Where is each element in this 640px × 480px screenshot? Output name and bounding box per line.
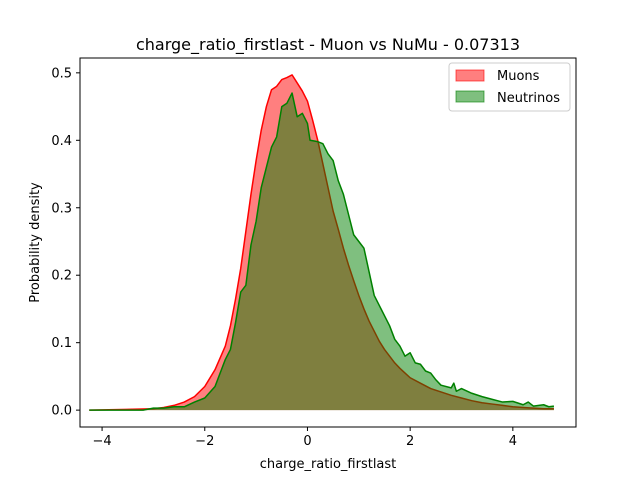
neutrinos-area: [89, 93, 554, 411]
x-tick-label: −2: [195, 434, 214, 449]
plot-frame: [79, 57, 577, 428]
y-tick-label: 0.5: [51, 66, 72, 81]
y-tick-label: 0.1: [51, 336, 72, 351]
x-tick-label: 0: [303, 434, 311, 449]
legend: Muons Neutrinos: [448, 62, 571, 112]
series-layer: [89, 74, 555, 411]
y-tick-label: 0.0: [51, 404, 72, 419]
legend-label-muons: Muons: [497, 69, 540, 84]
legend-label-neutrinos: Neutrinos: [497, 91, 560, 106]
y-tick-label: 0.4: [51, 134, 72, 149]
x-tick-label: 2: [406, 434, 414, 449]
neutrinos-line: [89, 92, 555, 411]
x-axis-label: charge_ratio_firstlast: [260, 457, 397, 472]
x-axis: −4 −2 0 2 4: [92, 427, 517, 449]
legend-swatch-neutrinos: [455, 90, 485, 103]
y-tick-label: 0.3: [51, 201, 72, 216]
x-tick-label: 4: [509, 434, 517, 449]
x-tick-label: −4: [92, 434, 111, 449]
chart-title: charge_ratio_firstlast - Muon vs NuMu - …: [136, 35, 520, 55]
y-axis-label: Probability density: [28, 182, 43, 303]
y-tick-label: 0.2: [51, 269, 72, 284]
y-axis: 0.0 0.1 0.2 0.3 0.4 0.5: [51, 66, 80, 419]
legend-swatch-muons: [455, 69, 485, 82]
